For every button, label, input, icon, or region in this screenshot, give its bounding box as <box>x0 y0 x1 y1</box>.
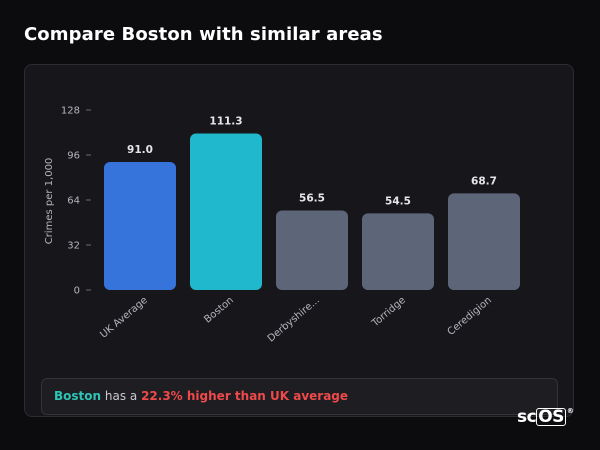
bar[interactable] <box>190 133 262 290</box>
y-tick-label: 96 <box>67 151 80 162</box>
x-axis: UK Average Boston Derbyshire... Torridge Cer… <box>98 295 494 345</box>
x-tick-label: Derbyshire... <box>266 295 322 345</box>
y-tick-label: 32 <box>67 241 80 252</box>
x-tick-label: Boston <box>202 295 236 326</box>
logo-registered-mark: ® <box>566 407 574 415</box>
bar-value-label: 54.5 <box>385 195 411 207</box>
summary-place: Boston <box>54 389 102 403</box>
page-title: Compare Boston with similar areas <box>24 24 383 45</box>
bar[interactable] <box>276 210 348 290</box>
bar-value-label: 56.5 <box>299 193 325 205</box>
bar-value-label: 111.3 <box>209 115 242 127</box>
logo-boxed-text: OS <box>536 407 566 427</box>
x-tick-label: Torridge <box>369 295 408 330</box>
bar[interactable] <box>448 193 520 290</box>
bar-value-label: 91.0 <box>127 144 153 156</box>
y-tick-label: 0 <box>74 286 80 297</box>
bar[interactable] <box>104 162 176 290</box>
x-tick-label: UK Average <box>98 295 150 341</box>
comparison-summary: Boston has a 22.3% higher than UK averag… <box>41 378 558 415</box>
y-axis-label: Crimes per 1,000 <box>44 158 55 245</box>
bars: 91.0 111.3 56.5 54.5 68.7 <box>104 115 520 290</box>
y-tick-label: 128 <box>61 106 80 117</box>
brand-logo: sc OS ® <box>517 407 574 427</box>
y-tick-label: 64 <box>67 196 80 207</box>
logo-prefix: sc <box>517 407 537 427</box>
bar[interactable] <box>362 213 434 290</box>
bar-value-label: 68.7 <box>471 175 497 187</box>
y-axis: 0 32 64 96 128 <box>61 106 91 297</box>
x-tick-label: Ceredigion <box>446 295 494 338</box>
summary-difference: 22.3% higher than UK average <box>141 389 349 403</box>
summary-text: has a <box>101 389 142 403</box>
